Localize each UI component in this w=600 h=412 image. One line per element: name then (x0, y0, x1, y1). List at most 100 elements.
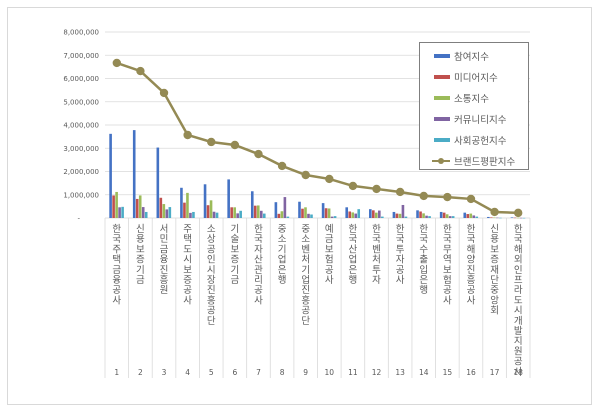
legend-swatch-icon (434, 117, 450, 121)
line-marker (372, 184, 381, 194)
x-number-label: 6 (232, 368, 237, 377)
svg-text:증: 증 (490, 255, 499, 266)
svg-text:증: 증 (183, 275, 192, 286)
svg-text:보: 보 (490, 244, 499, 255)
line-marker (136, 66, 145, 76)
bar (109, 133, 112, 218)
bar (439, 211, 443, 218)
line-marker (490, 207, 499, 217)
bar (115, 191, 118, 218)
svg-text:한: 한 (349, 224, 358, 235)
svg-text:기: 기 (301, 265, 310, 276)
y-tick-label: 1,000,000 (63, 191, 99, 199)
svg-text:소: 소 (207, 224, 216, 235)
bar (490, 217, 493, 218)
y-tick-label: 2,000,000 (63, 168, 99, 176)
x-number-label: 12 (372, 368, 382, 377)
bar (416, 210, 419, 218)
svg-text:흥: 흥 (467, 274, 476, 286)
y-tick-label: 4,000,000 (63, 122, 99, 130)
bar (466, 214, 470, 218)
line-marker (207, 137, 216, 147)
bar (369, 209, 372, 218)
legend-label: 소통지수 (454, 94, 489, 105)
bar (310, 214, 313, 218)
bar (236, 213, 239, 218)
bar (428, 216, 431, 218)
svg-text:개: 개 (514, 316, 523, 327)
svg-text:소: 소 (278, 234, 287, 245)
svg-text:융: 융 (160, 255, 169, 266)
bar (496, 217, 499, 219)
x-number-label: 15 (443, 368, 453, 377)
svg-text:산: 산 (349, 244, 358, 255)
chart-legend: 참여지수 미디어지수 소통지수 커뮤니티지수 사회공헌지수 브랜드평판지수 (419, 42, 529, 170)
x-number-label: 13 (395, 368, 405, 377)
bar (230, 207, 233, 218)
bar (215, 212, 219, 218)
svg-text:흥: 흥 (207, 294, 216, 306)
svg-text:택: 택 (112, 255, 121, 266)
svg-text:국: 국 (372, 234, 381, 245)
svg-text:서: 서 (160, 224, 169, 235)
svg-text:양: 양 (467, 255, 476, 266)
x-number-label: 8 (280, 368, 285, 377)
legend-item-social-contribution: 사회공헌지수 (420, 133, 506, 147)
svg-text:술: 술 (230, 234, 239, 245)
svg-text:프: 프 (514, 275, 523, 286)
line-marker (277, 161, 287, 171)
svg-text:금: 금 (160, 244, 169, 255)
bar (168, 207, 172, 218)
svg-text:라: 라 (514, 285, 523, 296)
svg-text:행: 행 (349, 274, 358, 286)
svg-text:재: 재 (490, 265, 499, 276)
bar (209, 200, 213, 218)
svg-text:기: 기 (136, 265, 145, 276)
bar (448, 216, 452, 218)
legend-line-marker-icon (432, 158, 450, 164)
svg-text:금: 금 (325, 234, 334, 245)
x-number-label: 7 (256, 368, 261, 377)
svg-text:입: 입 (419, 264, 428, 276)
svg-text:주: 주 (112, 244, 121, 255)
svg-text:보: 보 (136, 244, 145, 255)
svg-text:진: 진 (160, 265, 169, 276)
bar (227, 179, 230, 218)
bar (395, 213, 399, 218)
svg-text:지: 지 (514, 336, 523, 347)
svg-text:예: 예 (325, 224, 334, 235)
bar (401, 204, 405, 218)
svg-text:공: 공 (325, 265, 334, 276)
svg-text:처: 처 (372, 254, 381, 266)
svg-text:은: 은 (349, 265, 358, 276)
svg-text:중: 중 (301, 224, 310, 235)
svg-text:한: 한 (467, 224, 476, 235)
bar (144, 211, 148, 218)
svg-text:단: 단 (301, 316, 310, 327)
svg-text:벤: 벤 (301, 244, 310, 255)
svg-text:앙: 앙 (490, 294, 499, 306)
y-tick-label: 3,000,000 (63, 145, 99, 153)
svg-text:시: 시 (207, 265, 216, 276)
svg-text:출: 출 (419, 255, 428, 266)
bar (189, 212, 192, 218)
svg-text:용: 용 (136, 234, 145, 245)
bar (333, 216, 337, 218)
svg-text:한: 한 (514, 224, 523, 235)
svg-text:흥: 흥 (301, 294, 310, 306)
legend-swatch-icon (434, 54, 450, 58)
bar (274, 202, 278, 218)
svg-text:금: 금 (136, 275, 145, 286)
svg-text:단: 단 (490, 275, 499, 286)
svg-text:사: 사 (325, 275, 334, 286)
svg-text:보: 보 (230, 244, 239, 255)
svg-text:외: 외 (514, 254, 523, 266)
svg-text:자: 자 (254, 244, 263, 255)
bar (277, 213, 281, 218)
